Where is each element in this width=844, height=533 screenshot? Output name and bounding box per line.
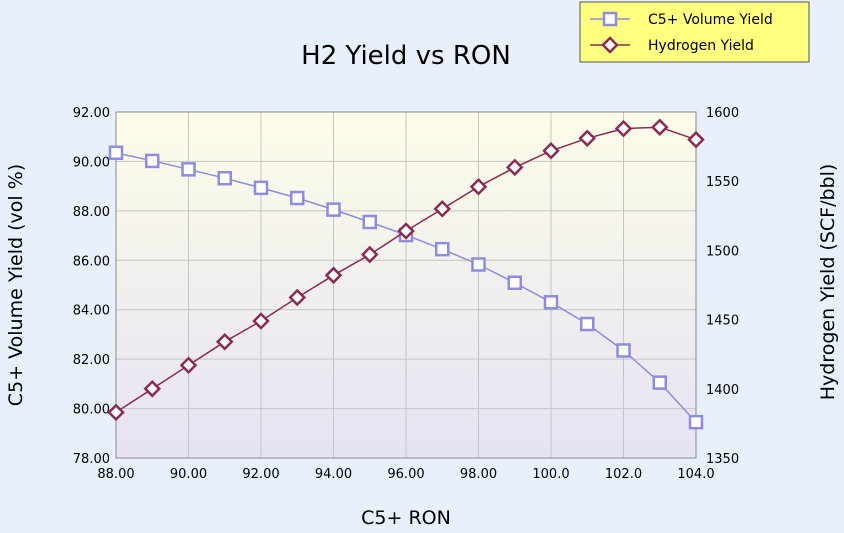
data-point-c5-volume-yield — [507, 275, 522, 291]
data-point-c5-volume-yield — [326, 202, 341, 217]
legend-box — [579, 1, 810, 63]
data-point-c5-volume-yield — [181, 162, 196, 177]
y-axis-label-right: Hydrogen Yield (SCF/bbl) — [817, 164, 839, 401]
x-tick-label: 104.0 — [677, 467, 714, 482]
diamond-marker-icon — [601, 36, 619, 54]
data-point-c5-volume-yield — [471, 257, 486, 272]
x-tick-label: 90.00 — [170, 467, 207, 482]
x-tick-label: 102.0 — [605, 467, 642, 482]
data-point-hydrogen-yield — [505, 158, 524, 177]
data-point-hydrogen-yield — [143, 380, 162, 398]
data-point-c5-volume-yield — [580, 316, 595, 332]
legend-label-c5: C5+ Volume Yield — [648, 12, 773, 28]
y-left-tick-label: 78.00 — [73, 452, 110, 467]
y-left-tick-label: 84.00 — [73, 304, 110, 319]
y-left-tick-label: 90.00 — [73, 155, 110, 170]
y-right-tick-label: 1550 — [706, 175, 739, 190]
x-tick-label: 98.00 — [460, 467, 497, 482]
y-right-tick-label: 1450 — [706, 314, 739, 329]
data-point-c5-volume-yield — [253, 180, 269, 196]
plot-frame — [115, 111, 697, 459]
data-point-c5-volume-yield — [616, 343, 631, 358]
y-left-tick-label: 92.00 — [73, 106, 110, 121]
y-left-tick-label: 80.00 — [73, 403, 110, 418]
data-point-c5-volume-yield — [362, 214, 377, 230]
y-left-tick-label: 82.00 — [73, 353, 110, 368]
data-point-c5-volume-yield — [435, 241, 450, 257]
legend-label-h2: Hydrogen Yield — [648, 38, 754, 54]
axis-ticks: 88.00 90.00 92.00 94.00 96.00 98.00 100.0 102.0… — [73, 106, 739, 482]
data-point-hydrogen-yield — [614, 119, 633, 138]
x-tick-label: 92.00 — [242, 467, 279, 482]
data-point-c5-volume-yield — [108, 145, 124, 161]
chart-title: H2 Yield vs RON — [301, 41, 511, 71]
y-left-tick-label: 88.00 — [73, 205, 110, 220]
data-point-hydrogen-yield — [107, 403, 125, 422]
square-marker-icon — [602, 11, 618, 27]
data-point-c5-volume-yield — [688, 414, 704, 430]
data-point-hydrogen-yield — [215, 332, 234, 351]
legend: C5+ Volume Yield Hydrogen Yield — [579, 1, 810, 63]
y-right-tick-label: 1350 — [706, 452, 739, 467]
x-tick-label: 94.00 — [315, 467, 352, 482]
series — [107, 118, 705, 430]
data-point-hydrogen-yield — [578, 129, 597, 148]
y-right-tick-label: 1500 — [706, 244, 739, 259]
x-axis-label: C5+ RON — [361, 507, 451, 529]
y-right-tick-label: 1400 — [706, 383, 739, 398]
data-point-c5-volume-yield — [652, 375, 667, 390]
data-point-hydrogen-yield — [288, 288, 307, 307]
data-point-hydrogen-yield — [650, 118, 669, 136]
data-point-c5-volume-yield — [145, 153, 160, 169]
x-tick-label: 88.00 — [97, 467, 134, 482]
data-point-hydrogen-yield — [542, 141, 560, 160]
data-point-hydrogen-yield — [179, 356, 198, 375]
legend-item-h2: Hydrogen Yield — [590, 36, 754, 54]
x-tick-label: 96.00 — [387, 467, 424, 482]
x-tick-label: 100.0 — [532, 467, 569, 482]
y-right-tick-label: 1600 — [706, 106, 739, 121]
data-point-hydrogen-yield — [252, 312, 270, 330]
data-point-hydrogen-yield — [687, 130, 705, 149]
data-point-c5-volume-yield — [543, 295, 559, 310]
y-axis-label-left: C5+ Volume Yield (vol %) — [5, 164, 27, 406]
data-point-hydrogen-yield — [433, 200, 452, 218]
data-point-hydrogen-yield — [324, 266, 343, 285]
data-point-hydrogen-yield — [469, 177, 488, 196]
grid — [116, 112, 696, 458]
data-point-c5-volume-yield — [217, 170, 232, 186]
data-point-hydrogen-yield — [397, 222, 415, 240]
data-point-c5-volume-yield — [290, 190, 305, 206]
y-left-tick-label: 86.00 — [73, 254, 110, 269]
data-point-hydrogen-yield — [360, 245, 379, 264]
legend-item-c5: C5+ Volume Yield — [590, 11, 773, 28]
